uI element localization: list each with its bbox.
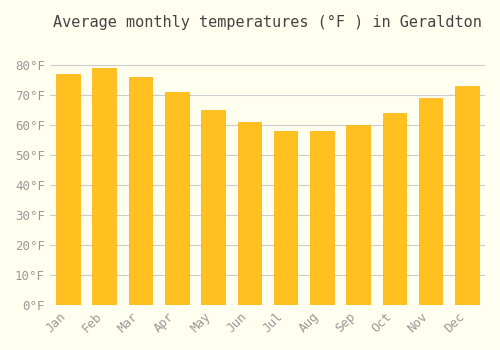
Bar <box>455 86 478 305</box>
Bar <box>165 92 188 305</box>
Title: Average monthly temperatures (°F ) in Geraldton: Average monthly temperatures (°F ) in Ge… <box>53 15 482 30</box>
Bar <box>56 74 80 305</box>
Bar <box>346 125 370 305</box>
Bar <box>274 131 297 305</box>
Bar <box>310 131 334 305</box>
Bar <box>382 113 406 305</box>
Bar <box>128 77 152 305</box>
Bar <box>238 122 261 305</box>
Bar <box>202 110 225 305</box>
Bar <box>92 68 116 305</box>
Bar <box>419 98 442 305</box>
